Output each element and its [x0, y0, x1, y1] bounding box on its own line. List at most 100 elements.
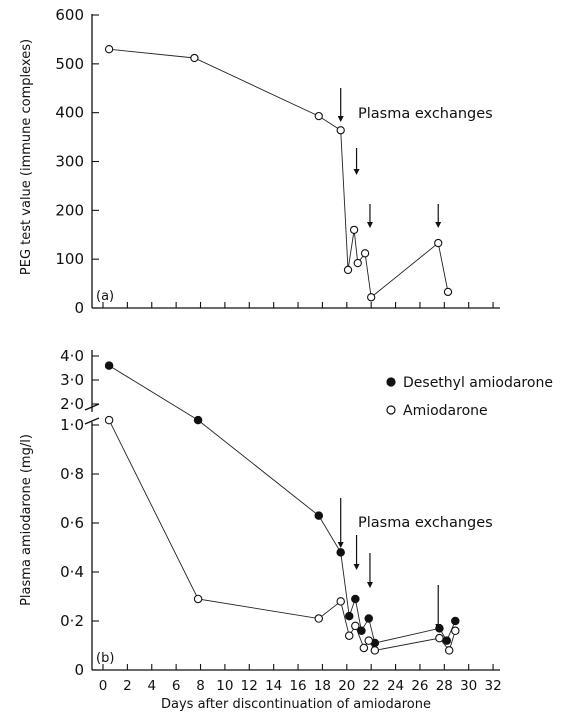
plasma-exchange-arrowhead — [435, 222, 442, 228]
panel-b-y-tick-label: 0·4 — [60, 563, 84, 581]
desethyl-amiodarone-point — [104, 361, 114, 370]
panel-a-data-point — [190, 53, 199, 63]
legend-marker-desethyl — [386, 377, 396, 387]
panel-b-y-tick-label: 0·6 — [60, 514, 84, 532]
panel-b-x-tick-label: 12 — [241, 678, 258, 694]
panel-a-data-point — [343, 265, 353, 275]
panel-b-x-ticks — [102, 664, 494, 670]
panel-b-x-tick-label: 30 — [460, 678, 477, 694]
amiodarone-point — [336, 597, 345, 606]
amiodarone-point — [344, 631, 354, 640]
panel-a-data-point — [367, 293, 376, 302]
panel-b-x-tick-label: 32 — [484, 678, 501, 694]
plasma-exchange-arrowhead — [337, 542, 344, 548]
panel-b-x-tick-label: 16 — [289, 678, 306, 694]
panel-b-x-tick-label: 2 — [123, 678, 132, 694]
axis-break-marks — [84, 403, 100, 425]
desethyl-amiodarone-point — [364, 614, 373, 623]
desethyl-amiodarone-point — [451, 616, 460, 626]
panel-b-x-tick-label: 6 — [172, 678, 181, 694]
panel-b-amiodarone-chart: 00·20·40·60·81·02·03·04·0 0 2 4 6 8 10 12 14 16 1… — [19, 347, 553, 712]
legend: Desethyl amiodarone Amiodarone — [386, 375, 553, 419]
plasma-exchange-arrowhead — [337, 116, 344, 122]
panel-a-data-point — [434, 238, 443, 248]
panel-b-annotation: Plasma exchanges — [358, 515, 493, 531]
panel-a-peg-chart: 0 100 200 300 400 500 600 Plasma exchanges (a)… — [19, 6, 500, 317]
amiodarone-point — [104, 415, 114, 425]
panel-a-y-tick-labels: 0 100 200 300 400 500 600 — [55, 6, 84, 317]
panel-a-y-tick-label: 400 — [55, 104, 84, 122]
legend-marker-amiodarone — [386, 405, 396, 415]
axis-break-mark-upper — [84, 403, 100, 411]
desethyl-amiodarone-point — [357, 626, 366, 636]
desethyl-amiodarone-point — [344, 611, 354, 621]
panel-a-data-point — [443, 287, 453, 297]
panel-b-y-tick-labels: 0 0·2 0·4 0·6 0·8 1·0 2·0 3·0 4·0 — [60, 347, 84, 679]
panel-a-plasma-exchange-arrows — [337, 88, 442, 228]
panel-b-x-axis-label: Days after discontinuation of amiodarone — [161, 697, 431, 712]
panel-a-data-point — [360, 249, 370, 258]
axis-break-mark-lower — [84, 417, 100, 425]
panel-a-label: (a) — [96, 289, 114, 304]
amiodarone-point — [351, 621, 360, 631]
desethyl-amiodarone-point — [442, 636, 452, 645]
panel-b-x-tick-label: 8 — [196, 678, 205, 694]
panel-b-x-tick-label: 22 — [363, 678, 380, 694]
panel-b-x-tick-label: 4 — [147, 678, 156, 694]
desethyl-amiodarone-point — [193, 415, 203, 425]
amiodarone-point — [435, 633, 444, 643]
panel-b-y-tick-label: 0·8 — [60, 465, 84, 483]
amiodarone-point — [314, 614, 324, 623]
amiodarone-line — [108, 419, 456, 652]
panel-b-y-tick-label: 3·0 — [60, 371, 84, 389]
amiodarone-point — [193, 594, 203, 604]
panel-a-y-tick-label: 0 — [74, 299, 84, 317]
panel-b-y-tick-label: 2·0 — [60, 395, 84, 413]
legend-label-amiodarone: Amiodarone — [403, 403, 488, 419]
panel-b-x-tick-label: 24 — [387, 678, 404, 694]
panel-b-y-ticks — [92, 355, 99, 671]
panel-a-y-tick-label: 500 — [55, 55, 84, 73]
panel-b-x-tick-label: 10 — [216, 678, 233, 694]
panel-a-y-tick-label: 200 — [55, 201, 84, 219]
amiodarone-point — [364, 636, 373, 645]
legend-label-desethyl: Desethyl amiodarone — [403, 375, 553, 391]
amiodarone-point — [359, 643, 369, 653]
panel-b-x-tick-label: 0 — [99, 678, 108, 694]
panel-a-data-point — [104, 45, 114, 54]
desethyl-amiodarone-point — [314, 511, 324, 520]
panel-b-x-tick-label: 28 — [436, 678, 453, 694]
panel-a-annotation: Plasma exchanges — [358, 106, 493, 122]
plasma-exchange-arrowhead — [353, 564, 360, 570]
amiodarone-point — [370, 646, 380, 655]
amiodarone-point — [451, 626, 460, 636]
panel-a-y-tick-label: 600 — [55, 6, 84, 24]
panel-b-x-tick-label: 20 — [338, 678, 355, 694]
panel-b-y-tick-label: 1·0 — [60, 416, 84, 434]
panel-a-data-point — [314, 111, 323, 121]
panel-a-y-axis-label: PEG test value (immune complexes) — [19, 39, 34, 275]
panel-b-series — [104, 361, 460, 655]
panel-a-data-point — [349, 225, 359, 235]
panel-b-y-axis-label: Plasma amiodarone (mg/l) — [19, 434, 34, 606]
panel-b-x-tick-labels: 0 2 4 6 8 10 12 14 16 18 20 22 24 26 28 30 32 — [99, 678, 502, 694]
panel-a-data-point — [336, 126, 345, 135]
panel-b-y-tick-label: 0 — [74, 661, 84, 679]
panel-a-y-ticks — [92, 14, 99, 309]
panel-b-y-tick-label: 4·0 — [60, 347, 84, 365]
panel-b-plasma-exchange-arrows — [337, 498, 442, 630]
plasma-exchange-arrowhead — [435, 624, 442, 630]
desethyl-amiodarone-point — [336, 548, 345, 557]
panel-a-y-tick-label: 100 — [55, 250, 84, 268]
panel-b-x-tick-label: 26 — [411, 678, 428, 694]
panel-a-data-point — [353, 258, 362, 268]
desethyl-amiodarone-point — [351, 594, 360, 604]
panel-a-x-ticks — [102, 302, 494, 308]
amiodarone-point — [444, 646, 454, 655]
panel-b-x-tick-label: 18 — [314, 678, 331, 694]
plasma-exchange-arrowhead — [366, 222, 373, 228]
plasma-exchange-arrowhead — [366, 582, 373, 588]
panel-a-y-tick-label: 300 — [55, 153, 84, 171]
plasma-exchange-arrowhead — [353, 169, 360, 175]
